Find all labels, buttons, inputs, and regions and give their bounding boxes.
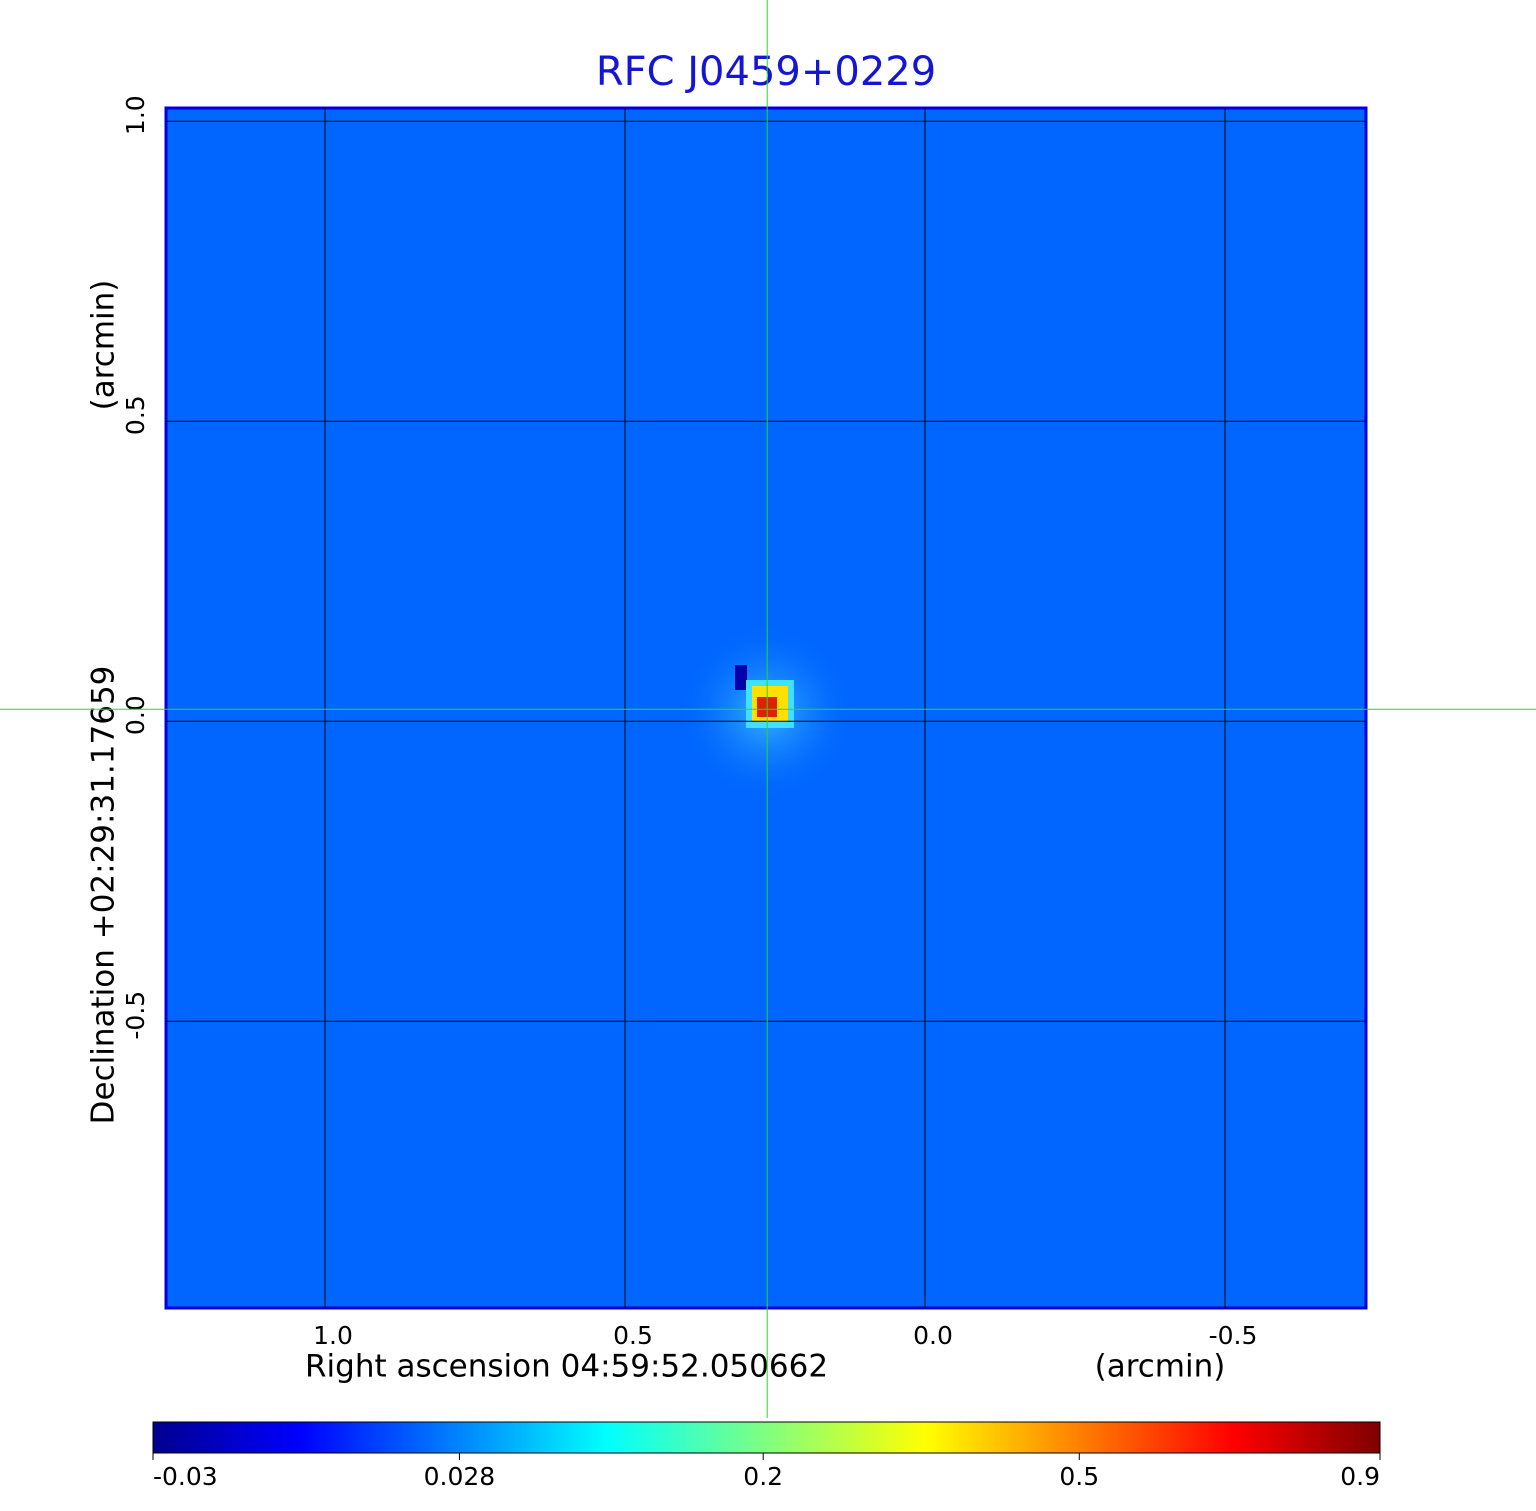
x-axis-unit: (arcmin) — [1095, 1349, 1226, 1385]
x-tick-label: -0.5 — [1209, 1321, 1258, 1350]
x-tick-label: 1.0 — [313, 1321, 353, 1350]
colorbar-tick-label: 0.9 — [1340, 1462, 1380, 1491]
x-axis-label: Right ascension 04:59:52.050662 — [305, 1349, 828, 1385]
colorbar-tick-label: 0.2 — [743, 1462, 783, 1491]
y-tick-label: 1.0 — [121, 95, 150, 135]
chart-title: RFC J0459+0229 — [596, 49, 936, 95]
y-axis-unit: (arcmin) — [86, 280, 122, 411]
x-tick-label: 0.5 — [613, 1321, 653, 1350]
colorbar-tick-label: 0.5 — [1059, 1462, 1099, 1491]
y-tick-label: 0.5 — [121, 395, 150, 435]
negative-lobe — [735, 665, 747, 690]
colorbar-tick-label: -0.03 — [153, 1462, 218, 1491]
colorbar — [152, 1421, 1381, 1454]
x-tick-label: 0.0 — [913, 1321, 953, 1350]
y-tick-label: -0.5 — [121, 991, 150, 1040]
y-tick-label: 0.0 — [121, 695, 150, 735]
colorbar-tick-label: 0.028 — [424, 1462, 496, 1491]
y-axis-label: Declination +02:29:31.17659 — [86, 666, 122, 1125]
